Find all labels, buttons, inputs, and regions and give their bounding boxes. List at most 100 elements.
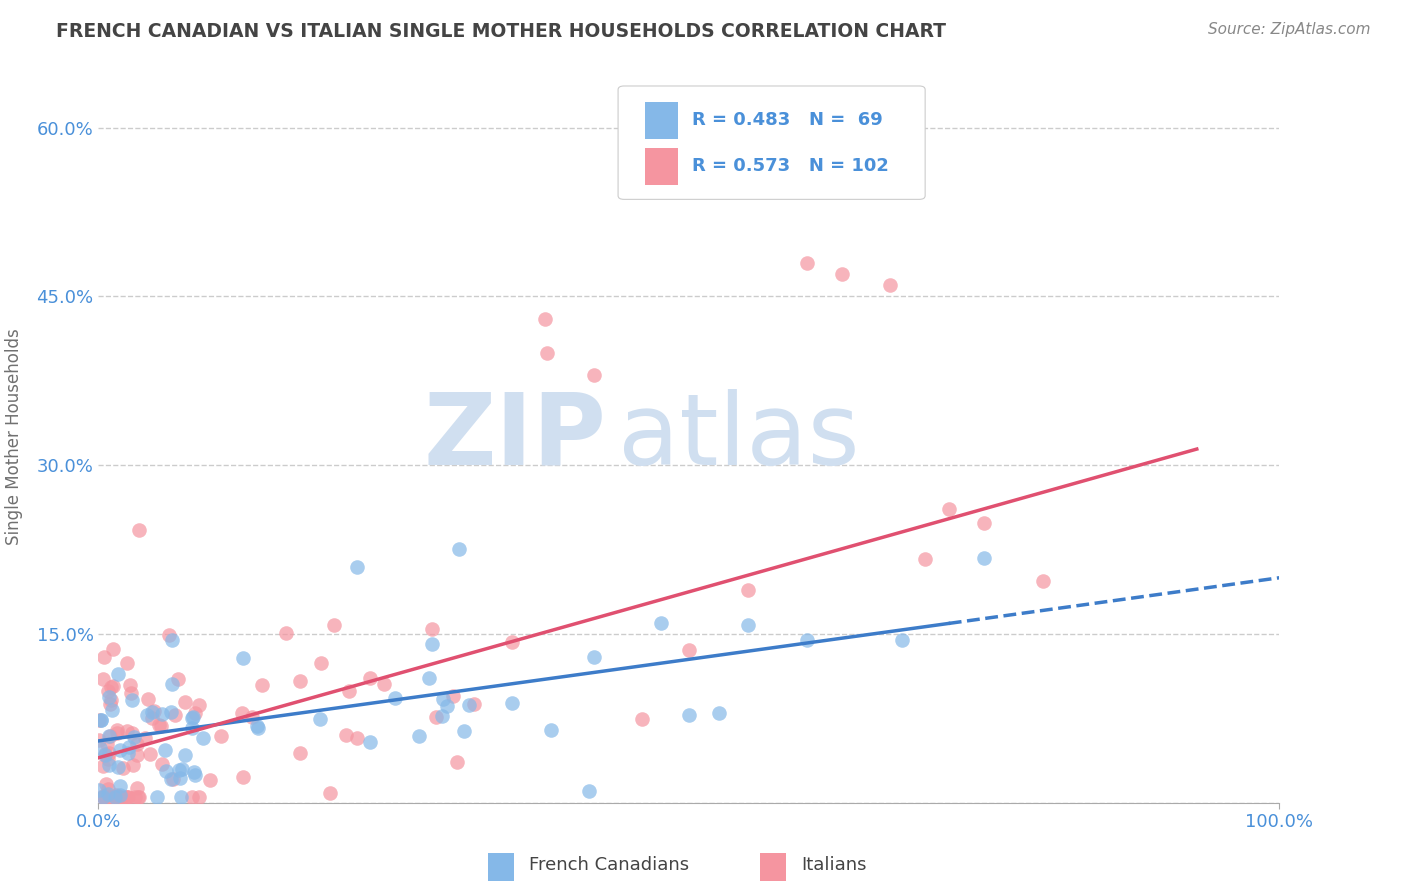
Point (89, 713, 111, 727)
Point (188, 790, 211, 805)
Point (188, 698, 211, 712)
Point (170, 762, 193, 776)
Point (359, 671, 381, 685)
Point (250, 678, 273, 692)
Point (453, 723, 475, 738)
Point (288, 673, 311, 688)
Point (150, 719, 173, 733)
Point (104, 790, 127, 805)
Point (1032, 574, 1054, 588)
FancyBboxPatch shape (645, 148, 678, 185)
Point (111, 761, 134, 775)
Point (183, 764, 205, 779)
Point (678, 707, 700, 722)
Point (125, 781, 148, 796)
Point (501, 697, 523, 711)
Point (94, 776, 117, 790)
Point (100, 790, 122, 805)
Point (384, 690, 406, 705)
FancyBboxPatch shape (619, 86, 925, 200)
Point (319, 786, 342, 800)
Point (578, 783, 600, 797)
Point (160, 772, 183, 786)
Point (240, 710, 263, 724)
Point (110, 788, 132, 802)
Point (115, 656, 138, 670)
Point (97, 781, 120, 796)
Point (432, 691, 454, 706)
Point (121, 725, 143, 739)
Point (938, 502, 960, 516)
Point (796, 633, 818, 648)
Point (103, 641, 125, 656)
Point (162, 772, 184, 787)
Point (425, 710, 447, 724)
Point (91, 790, 114, 805)
Point (108, 779, 131, 793)
Point (193, 731, 215, 745)
Point (121, 693, 143, 707)
Point (167, 763, 190, 777)
Point (136, 708, 159, 723)
Point (309, 656, 332, 670)
Text: FRENCH CANADIAN VS ITALIAN SINGLE MOTHER HOUSEHOLDS CORRELATION CHART: FRENCH CANADIAN VS ITALIAN SINGLE MOTHER… (56, 22, 946, 41)
Point (160, 705, 183, 719)
Point (100, 790, 122, 805)
Point (98, 730, 121, 744)
Point (128, 790, 150, 805)
Point (114, 790, 136, 805)
Point (323, 618, 346, 632)
Text: ZIP: ZIP (423, 389, 606, 485)
Point (346, 731, 368, 746)
Point (184, 768, 207, 782)
Point (108, 790, 131, 805)
Text: atlas: atlas (619, 389, 859, 485)
Text: R = 0.573   N = 102: R = 0.573 N = 102 (693, 158, 890, 176)
Point (501, 635, 523, 649)
Point (125, 737, 148, 751)
Point (122, 731, 145, 745)
Point (125, 747, 148, 762)
Point (973, 550, 995, 565)
Point (96, 737, 118, 751)
Text: Italians: Italians (801, 856, 866, 874)
Point (463, 697, 485, 711)
Point (91, 759, 114, 773)
Point (737, 618, 759, 632)
Point (148, 718, 170, 732)
Point (97, 787, 120, 801)
Point (162, 633, 184, 648)
FancyBboxPatch shape (759, 854, 786, 881)
Point (115, 790, 138, 805)
Point (630, 712, 652, 726)
Point (107, 790, 129, 805)
Point (98, 697, 121, 711)
Point (346, 559, 368, 574)
Point (90, 713, 112, 727)
Text: French Canadians: French Canadians (530, 856, 689, 874)
Point (141, 705, 163, 719)
Point (163, 708, 186, 723)
Point (107, 760, 129, 774)
Point (122, 758, 145, 772)
Point (181, 710, 204, 724)
Point (100, 693, 122, 707)
Point (105, 726, 128, 740)
Point (134, 731, 156, 745)
Point (169, 790, 191, 805)
Point (101, 679, 124, 693)
Point (141, 711, 163, 725)
Point (890, 633, 912, 648)
Point (536, 345, 558, 359)
Point (446, 755, 468, 769)
Point (458, 698, 481, 713)
Text: Source: ZipAtlas.com: Source: ZipAtlas.com (1208, 22, 1371, 37)
Point (90, 714, 112, 728)
Point (128, 523, 150, 537)
Point (183, 706, 205, 720)
FancyBboxPatch shape (488, 854, 515, 881)
Point (174, 695, 197, 709)
Point (94, 747, 117, 762)
Point (430, 708, 453, 723)
Point (87, 782, 110, 797)
